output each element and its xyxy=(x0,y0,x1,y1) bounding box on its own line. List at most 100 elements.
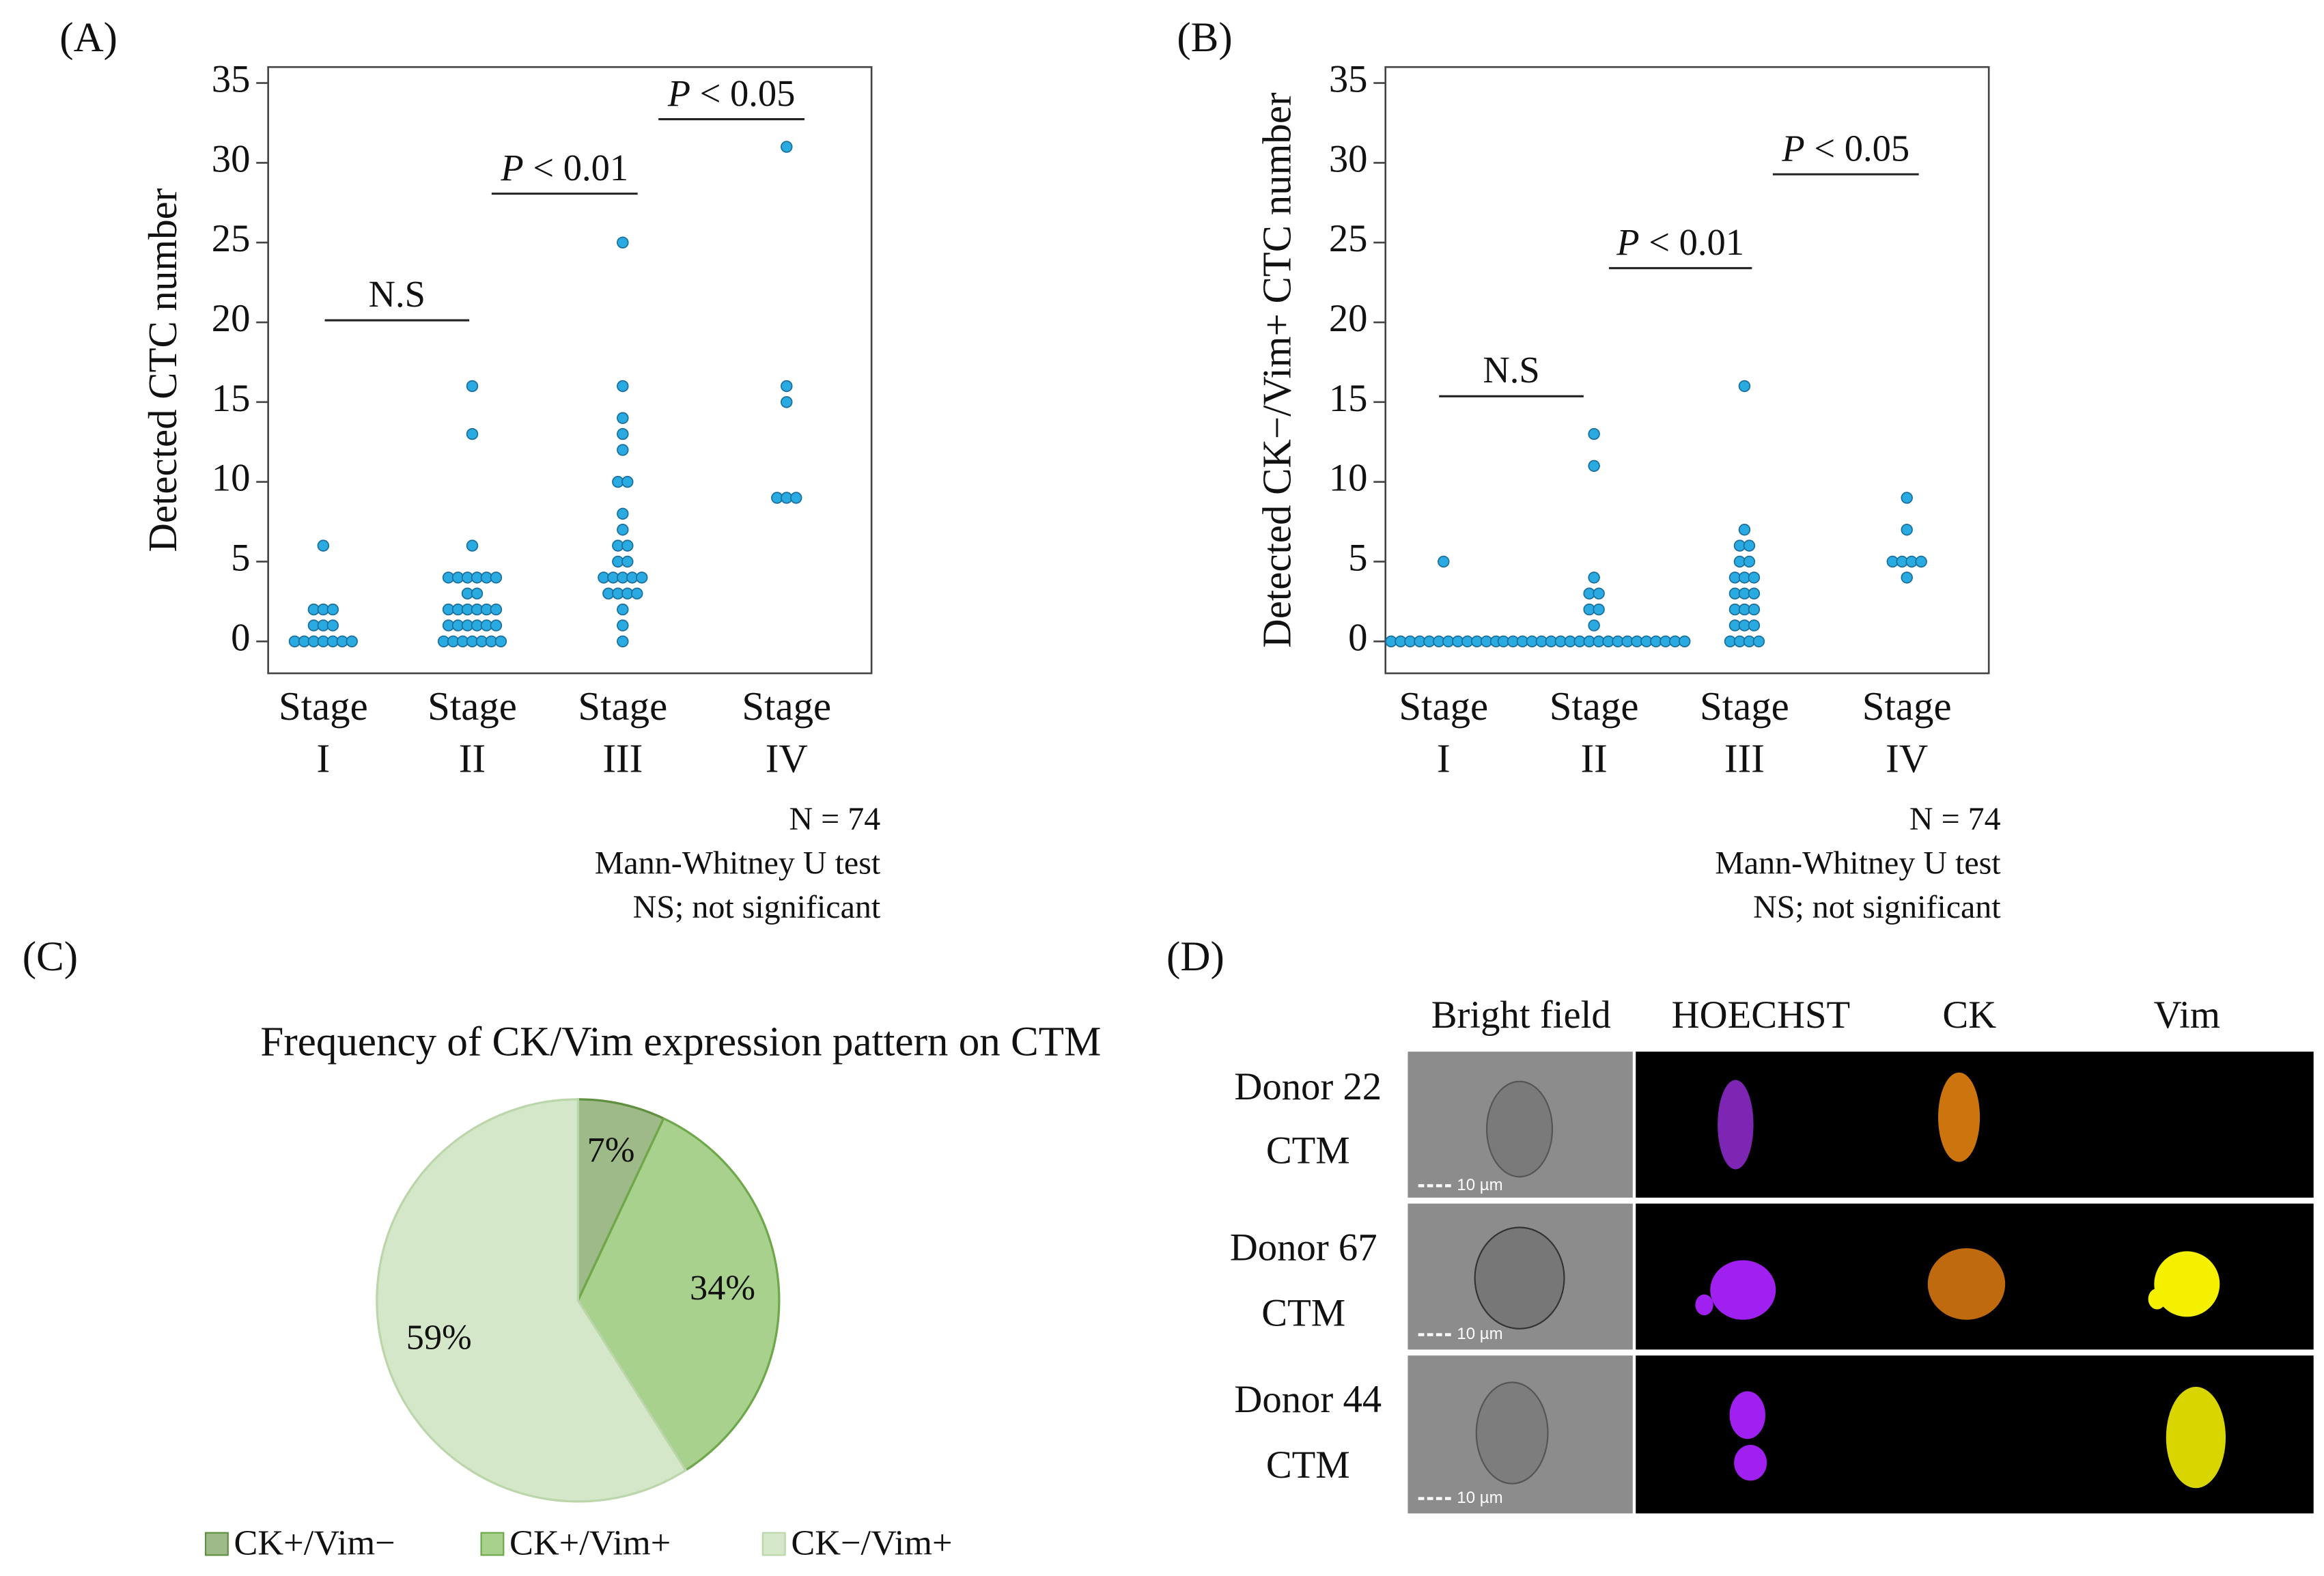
data-point xyxy=(781,380,793,393)
data-point xyxy=(1748,587,1761,600)
data-point xyxy=(631,587,643,600)
note: NS; not significant xyxy=(633,889,881,925)
data-point xyxy=(494,635,507,648)
data-point xyxy=(1915,555,1927,568)
y-tick-label: 5 xyxy=(1348,536,1367,579)
plot-frame xyxy=(267,66,873,675)
data-point xyxy=(1679,635,1691,648)
row-label: Donor 67 xyxy=(1230,1226,1377,1269)
slice-label: 34% xyxy=(690,1268,755,1308)
data-point xyxy=(346,635,358,648)
scale-bar-label: 10 µm xyxy=(1457,1176,1502,1194)
data-point xyxy=(1743,539,1756,552)
nucleus-stain xyxy=(1734,1445,1767,1481)
note: Mann-Whitney U test xyxy=(595,845,881,882)
x-tick-label: Stage xyxy=(279,684,368,729)
data-point xyxy=(1738,380,1751,393)
data-point xyxy=(1748,572,1761,584)
data-point xyxy=(617,412,629,424)
nucleus-stain xyxy=(1710,1260,1776,1320)
y-tick-label: 30 xyxy=(1329,137,1368,180)
y-tick-label: 30 xyxy=(212,137,251,180)
data-point xyxy=(781,396,793,408)
x-tick-label: Stage xyxy=(1700,684,1789,729)
cell xyxy=(1474,1226,1565,1329)
data-point xyxy=(617,236,629,249)
pie-slice xyxy=(576,1098,665,1301)
data-point xyxy=(1738,524,1751,536)
ck-stain xyxy=(1927,1248,2006,1320)
y-tick-label: 0 xyxy=(231,616,250,659)
x-tick-label: IV xyxy=(1886,736,1928,780)
nucleus-stain xyxy=(1718,1080,1754,1170)
x-tick-label: Stage xyxy=(428,684,517,729)
panel-label: (D) xyxy=(1166,934,1224,980)
data-point xyxy=(1588,619,1600,632)
data-point xyxy=(326,603,339,616)
data-point xyxy=(466,539,479,552)
note: N = 74 xyxy=(1909,801,2001,837)
cell xyxy=(1475,1381,1549,1484)
data-point xyxy=(466,427,479,440)
x-tick-label: IV xyxy=(766,736,808,780)
data-point xyxy=(317,539,330,552)
image-panel: (D) Bright field HOECHST CK Vim Donor 22… xyxy=(1166,934,2314,1514)
data-point xyxy=(466,380,479,393)
data-point xyxy=(636,572,648,584)
x-tick-label: Stage xyxy=(1399,684,1488,729)
data-point xyxy=(621,475,634,488)
y-tick-label: 35 xyxy=(1329,58,1368,101)
data-point xyxy=(1588,572,1600,584)
data-point xyxy=(790,492,802,504)
data-point xyxy=(326,619,339,632)
data-point xyxy=(490,572,503,584)
chart-title: Frequency of CK/Vim expression pattern o… xyxy=(260,1019,1101,1065)
y-tick-label: 10 xyxy=(1329,457,1368,500)
significance-label: P < 0.05 xyxy=(667,72,796,113)
slice-label: 7% xyxy=(587,1130,635,1170)
x-tick-label: I xyxy=(317,736,331,780)
y-tick-label: 35 xyxy=(212,58,251,101)
y-tick-label: 15 xyxy=(212,377,251,420)
significance-label: P < 0.01 xyxy=(1616,221,1744,262)
row-label: Donor 22 xyxy=(1234,1065,1382,1108)
data-point xyxy=(617,380,629,393)
significance-label: P < 0.05 xyxy=(1781,127,1909,169)
x-tick-label: III xyxy=(602,736,643,780)
row-label: Donor 44 xyxy=(1234,1378,1382,1421)
y-tick-label: 20 xyxy=(1329,297,1368,340)
legend-swatch xyxy=(761,1532,786,1556)
data-point xyxy=(1901,572,1913,584)
column-header: HOECHST xyxy=(1672,994,1850,1037)
note: NS; not significant xyxy=(1753,889,2001,925)
panel-label: (B) xyxy=(1177,15,1232,61)
data-point xyxy=(617,444,629,456)
plot-frame xyxy=(1384,66,1990,675)
x-tick-label: Stage xyxy=(578,684,667,729)
data-point xyxy=(1438,555,1450,568)
significance-label: N.S xyxy=(369,273,425,315)
pie-slice xyxy=(376,1098,688,1503)
data-point xyxy=(617,507,629,520)
data-point xyxy=(471,587,484,600)
ck-stain xyxy=(1938,1072,1980,1162)
legend-swatch xyxy=(204,1532,229,1556)
cell xyxy=(1485,1080,1554,1178)
x-tick-label: II xyxy=(459,736,486,780)
x-tick-label: I xyxy=(1437,736,1451,780)
data-point xyxy=(1748,603,1761,616)
row-label: CTM xyxy=(1266,1444,1350,1487)
data-point xyxy=(781,141,793,153)
x-tick-label: II xyxy=(1580,736,1607,780)
data-point xyxy=(1593,587,1605,600)
note: Mann-Whitney U test xyxy=(1715,845,2001,882)
vim-stain xyxy=(2166,1386,2226,1489)
x-tick-label: Stage xyxy=(1862,684,1952,729)
column-header: Vim xyxy=(2154,994,2220,1037)
data-point xyxy=(1743,555,1756,568)
legend-label: CK+/Vim− xyxy=(234,1523,395,1562)
data-point xyxy=(490,619,503,632)
y-tick-label: 10 xyxy=(212,457,251,500)
row-label: CTM xyxy=(1261,1291,1345,1334)
y-tick-label: 15 xyxy=(1329,377,1368,420)
